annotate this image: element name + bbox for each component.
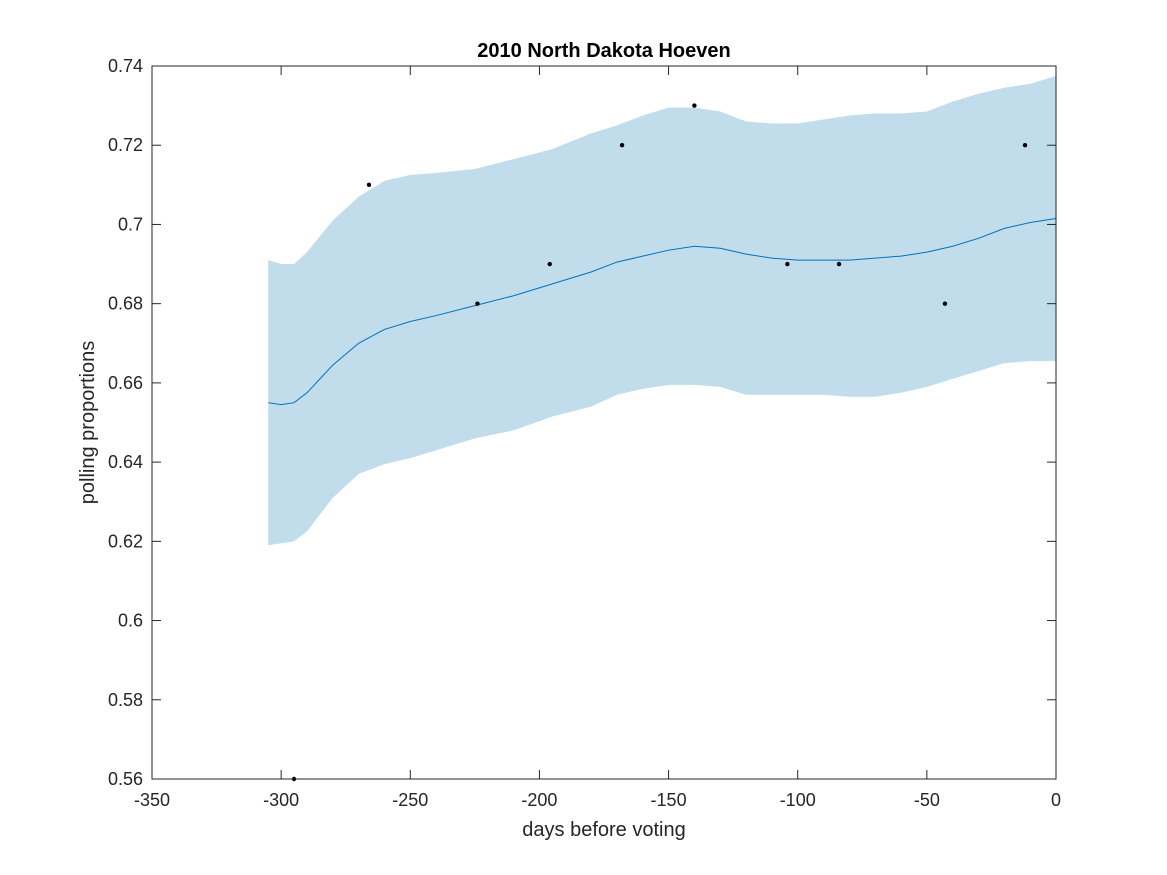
y-tick-label: 0.64 bbox=[108, 452, 143, 472]
axes-box bbox=[151, 65, 1057, 780]
y-axis-label: polling proportions bbox=[77, 341, 99, 504]
y-tick-label: 0.6 bbox=[118, 611, 143, 631]
confidence-band bbox=[268, 75, 1057, 546]
chart-title: 2010 North Dakota Hoeven bbox=[477, 40, 730, 62]
poll-point bbox=[619, 143, 625, 148]
trend-line bbox=[268, 218, 1057, 406]
poll-point bbox=[785, 261, 790, 267]
poll-point bbox=[836, 261, 842, 267]
x-axis: -350 -300 -250 -200 -150 -100 -50 0 bbox=[134, 66, 1061, 810]
poll-point bbox=[692, 103, 697, 108]
poll-point bbox=[547, 261, 552, 267]
y-tick-label: 0.74 bbox=[108, 56, 143, 76]
y-tick-label: 0.72 bbox=[108, 135, 143, 155]
poll-point bbox=[475, 301, 480, 306]
y-axis: 0.56 0.58 0.6 0.62 0.64 0.66 0.68 0.7 0.72 0.74 bbox=[108, 56, 1056, 789]
x-tick-label: -100 bbox=[780, 790, 816, 810]
x-tick-label: -50 bbox=[914, 790, 940, 810]
poll-points bbox=[291, 103, 1028, 782]
plot-area bbox=[268, 75, 1057, 782]
x-tick-label: -250 bbox=[392, 790, 428, 810]
poll-point bbox=[1022, 143, 1028, 148]
y-tick-label: 0.7 bbox=[118, 214, 143, 234]
y-tick-label: 0.62 bbox=[108, 531, 143, 551]
y-tick-label: 0.58 bbox=[108, 690, 143, 710]
y-tick-label: 0.56 bbox=[108, 769, 143, 789]
y-tick-label: 0.68 bbox=[108, 294, 143, 314]
y-tick-label: 0.66 bbox=[108, 373, 143, 393]
x-tick-label: 0 bbox=[1051, 790, 1061, 810]
x-tick-label: -200 bbox=[521, 790, 557, 810]
x-axis-label: days before voting bbox=[522, 819, 685, 841]
poll-point bbox=[366, 182, 372, 188]
x-tick-label: -350 bbox=[134, 790, 170, 810]
poll-point bbox=[942, 301, 948, 306]
x-tick-label: -300 bbox=[263, 790, 299, 810]
x-tick-label: -150 bbox=[651, 790, 687, 810]
